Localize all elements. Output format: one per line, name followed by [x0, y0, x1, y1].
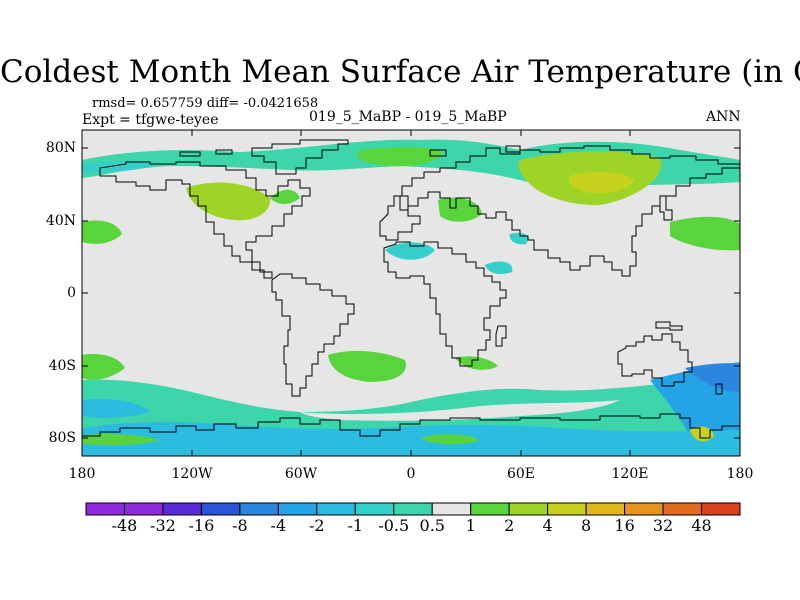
- anomaly-field: [82, 130, 740, 456]
- colorbar-box: [393, 502, 433, 516]
- japan-coast: [659, 195, 673, 221]
- colorbar-label: 0.5: [419, 516, 445, 535]
- south-africa-warm-patch: [455, 356, 498, 370]
- colorbar-box: [123, 502, 164, 516]
- colorbar-label: -1: [347, 516, 364, 535]
- colorbar-label: -32: [150, 516, 176, 535]
- colorbar-label: 4: [542, 516, 553, 535]
- north-america-warm-patch: [186, 182, 271, 221]
- north-america-coast: [99, 161, 311, 279]
- colorbar-box: [585, 502, 626, 516]
- colorbar-label: 8: [581, 516, 592, 535]
- colorbar-box: [470, 502, 510, 516]
- y-tick-label-equator: 0: [67, 285, 76, 301]
- europe-warm-patch: [438, 197, 482, 222]
- colorbar-box: [431, 502, 472, 516]
- new-zealand-coast: [715, 383, 723, 395]
- colorbar-label: -48: [111, 516, 138, 535]
- x-tick-label-180-west: 180: [68, 466, 96, 482]
- x-tick-label-0: 0: [406, 466, 416, 482]
- colorbar-label: 32: [652, 516, 674, 535]
- colorbar-box: [316, 502, 356, 516]
- colorbar-label: 48: [691, 516, 712, 535]
- y-tick-label-40s: 40S: [48, 358, 76, 374]
- colorbar-label: 16: [614, 516, 635, 535]
- greenland-coast: [251, 139, 349, 175]
- expt-text: Expt = tfgwe-teyee: [82, 112, 219, 128]
- south-pacific-warm-patch: [82, 354, 125, 380]
- sahara-cool-patch: [385, 242, 435, 260]
- eurasia-coast: [379, 145, 740, 277]
- southern-neutral-gap: [300, 400, 620, 421]
- y-tick-label-40n: 40N: [45, 213, 76, 229]
- australia-coast: [617, 333, 693, 387]
- madagascar-coast: [495, 325, 507, 347]
- colorbar-box: [85, 502, 125, 516]
- colorbar-box: [624, 502, 664, 516]
- x-tick-label-180-east: 180: [726, 466, 754, 482]
- coastlines: [82, 139, 740, 439]
- siberia-warm-core: [568, 171, 635, 194]
- colorbar-label: 2: [504, 516, 515, 535]
- colorbar-box: [508, 502, 549, 516]
- colorbar-box: [547, 502, 587, 516]
- north-pacific-warm-patch: [82, 220, 122, 244]
- colorbar-box: [701, 502, 741, 516]
- comparison-text: 019_5_MaBP - 019_5_MaBP: [309, 109, 507, 125]
- arctic-islands: [179, 145, 521, 157]
- tasman-strong-cool-core: [685, 363, 740, 392]
- colorbar-label: -4: [270, 516, 287, 535]
- colorbar-label: -0.5: [378, 516, 410, 535]
- arabia-cool-patch: [485, 261, 513, 274]
- north-atlantic-warm-patch: [356, 147, 442, 167]
- tick-marks: [81, 130, 741, 456]
- arctic-cool-patch: [82, 160, 160, 172]
- x-tick-label-120e: 120E: [611, 466, 649, 482]
- antarctic-warm-patch-west: [82, 433, 160, 446]
- colorbar: [85, 502, 741, 516]
- antarctic-warm-patch-east: [420, 434, 480, 445]
- colorbar-box: [354, 502, 395, 516]
- colorbar-box: [162, 502, 202, 516]
- x-tick-label-60e: 60E: [506, 466, 536, 482]
- africa-coast: [383, 241, 507, 367]
- colorbar-box: [200, 502, 241, 516]
- colorbar-label: -16: [188, 516, 215, 535]
- colorbar-label: -2: [309, 516, 325, 535]
- rmsd-diff-text: rmsd= 0.657759 diff= -0.0421658: [92, 96, 319, 111]
- south-atlantic-warm-patch: [328, 350, 406, 382]
- south-america-coast: [271, 273, 355, 397]
- colorbar-box: [662, 502, 703, 516]
- antarctic-cool-band: [82, 421, 740, 456]
- x-tick-label-120w: 120W: [171, 466, 213, 482]
- antarctica-coast: [82, 413, 740, 439]
- south-pacific-cool-patch: [82, 398, 150, 419]
- new-guinea-coast: [655, 321, 683, 331]
- map-title: Coldest Month Mean Surface Air Temperatu…: [0, 54, 800, 90]
- season-text: ANN: [706, 109, 741, 125]
- colorbar-box: [239, 502, 279, 516]
- y-tick-label-80s: 80S: [48, 430, 76, 446]
- y-tick-label-80n: 80N: [45, 140, 76, 156]
- colorbar-label: -8: [232, 516, 248, 535]
- west-pacific-warm-patch: [670, 216, 740, 251]
- colorbar-label: 1: [465, 516, 476, 535]
- x-tick-label-60w: 60W: [284, 466, 318, 482]
- colorbar-box: [277, 502, 318, 516]
- uk-coast: [399, 195, 409, 211]
